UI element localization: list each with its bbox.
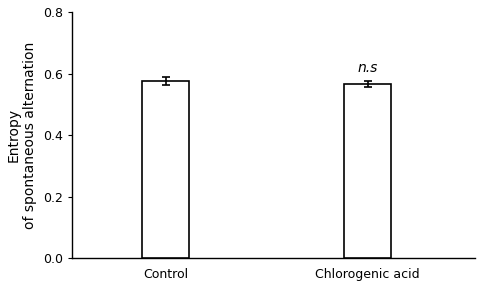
Text: n.s: n.s xyxy=(357,61,378,75)
Bar xyxy=(344,84,391,258)
Y-axis label: Entropy
of spontaneous alternation: Entropy of spontaneous alternation xyxy=(7,41,37,229)
Bar xyxy=(142,81,189,258)
